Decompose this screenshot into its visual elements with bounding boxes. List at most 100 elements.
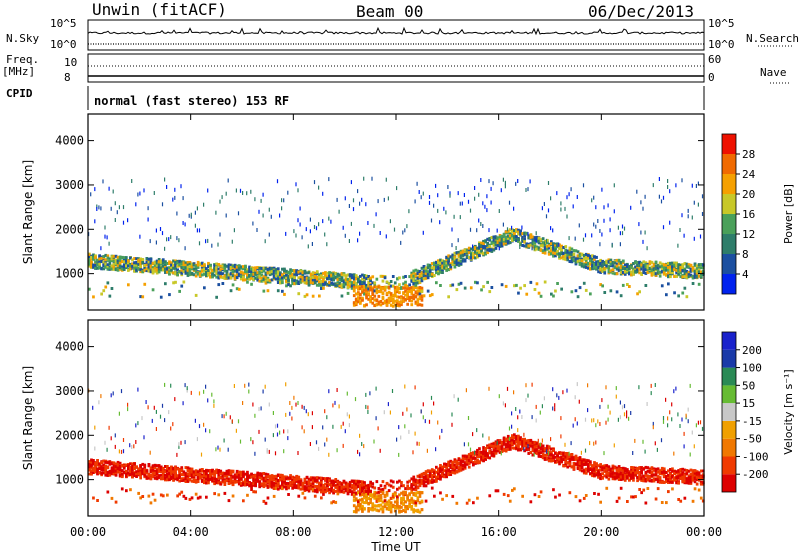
echo-cell — [412, 294, 416, 298]
echo-cell — [375, 504, 379, 508]
echo-cell — [221, 478, 225, 482]
echo-cell — [377, 426, 379, 431]
echo-cell — [276, 484, 280, 488]
echo-cell — [634, 261, 637, 265]
echo-cell — [367, 285, 370, 289]
echo-cell — [480, 178, 482, 182]
echo-cell — [100, 206, 102, 211]
echo-cell — [114, 444, 116, 449]
echo-cell — [276, 179, 279, 184]
echo-cell — [398, 425, 400, 430]
echo-cell — [155, 472, 159, 476]
echo-cell — [398, 486, 401, 490]
echo-cell — [457, 250, 461, 254]
echo-cell — [330, 479, 333, 483]
echo-cell — [250, 189, 252, 194]
echo-cell — [346, 489, 350, 493]
echo-cell — [297, 218, 299, 223]
echo-cell — [233, 269, 237, 273]
echo-cell — [242, 278, 245, 282]
echo-cell — [157, 476, 161, 479]
echo-cell — [373, 486, 377, 490]
echo-cell — [242, 271, 245, 275]
echo-cell — [155, 476, 159, 480]
echo-cell — [508, 236, 512, 240]
echo-cell — [264, 276, 268, 280]
echo-cell — [346, 482, 350, 486]
echo-cell — [180, 440, 182, 445]
echo-cell — [685, 270, 689, 273]
echo-cell — [248, 382, 250, 387]
echo-cell — [320, 483, 323, 487]
echo-cell — [693, 275, 697, 279]
echo-cell — [153, 472, 157, 476]
echo-cell — [129, 256, 132, 260]
echo-cell — [209, 271, 212, 275]
echo-cell — [391, 304, 395, 308]
echo-cell — [545, 214, 548, 219]
echo-cell — [303, 496, 307, 500]
echo-cell — [521, 235, 524, 239]
echo-cell — [196, 260, 200, 264]
echo-cell — [315, 484, 319, 488]
echo-cell — [486, 243, 489, 247]
echo-cell — [151, 418, 153, 423]
echo-cell — [114, 268, 118, 272]
echo-cell — [129, 264, 132, 267]
echo-cell — [318, 476, 321, 480]
echo-cell — [268, 207, 270, 212]
echo-cell — [582, 265, 586, 269]
echo-cell — [336, 281, 340, 285]
echo-cell — [159, 468, 163, 472]
echo-cell — [106, 461, 110, 465]
echo-cell — [541, 237, 545, 241]
echo-cell — [244, 270, 247, 273]
echo-cell — [357, 287, 360, 291]
echo-cell — [252, 221, 254, 226]
echo-cell — [420, 298, 424, 302]
echo-cell — [572, 257, 576, 261]
echo-cell — [108, 473, 112, 477]
echo-cell — [406, 284, 409, 288]
echo-cell — [486, 248, 489, 252]
echo-cell — [541, 206, 543, 211]
echo-cell — [697, 181, 699, 186]
echo-cell — [147, 206, 149, 211]
echo-cell — [613, 261, 617, 265]
echo-cell — [630, 270, 633, 274]
echo-cell — [697, 274, 701, 278]
echo-cell — [667, 261, 670, 265]
echo-cell — [626, 283, 629, 286]
echo-cell — [320, 275, 323, 279]
echo-cell — [190, 467, 194, 471]
nsky-line — [87, 26, 705, 38]
echo-cell — [652, 270, 656, 274]
echo-cell — [276, 275, 280, 279]
echo-cell — [630, 205, 632, 210]
echo-cell — [188, 273, 192, 277]
echo-cell — [582, 254, 586, 257]
echo-cell — [513, 232, 516, 236]
echo-cell — [467, 250, 471, 254]
echo-cell — [276, 289, 280, 293]
echo-cell — [648, 267, 652, 270]
echo-cell — [229, 481, 233, 485]
echo-cell — [309, 476, 313, 480]
freq-panel-frame — [87, 53, 705, 83]
echo-cell — [361, 504, 364, 508]
echo-cell — [235, 472, 239, 476]
echo-cell — [311, 425, 313, 430]
echo-cell — [396, 304, 399, 307]
echo-cell — [391, 300, 395, 304]
echo-cell — [322, 492, 325, 496]
echo-cell — [367, 501, 370, 505]
echo-cell — [650, 260, 654, 264]
echo-cell — [640, 273, 643, 276]
echo-cell — [379, 448, 381, 453]
echo-cell — [535, 235, 539, 239]
echo-cell — [367, 507, 370, 510]
echo-cell — [410, 274, 414, 278]
echo-cell — [404, 228, 406, 233]
echo-cell — [166, 237, 168, 242]
echo-cell — [120, 472, 124, 476]
